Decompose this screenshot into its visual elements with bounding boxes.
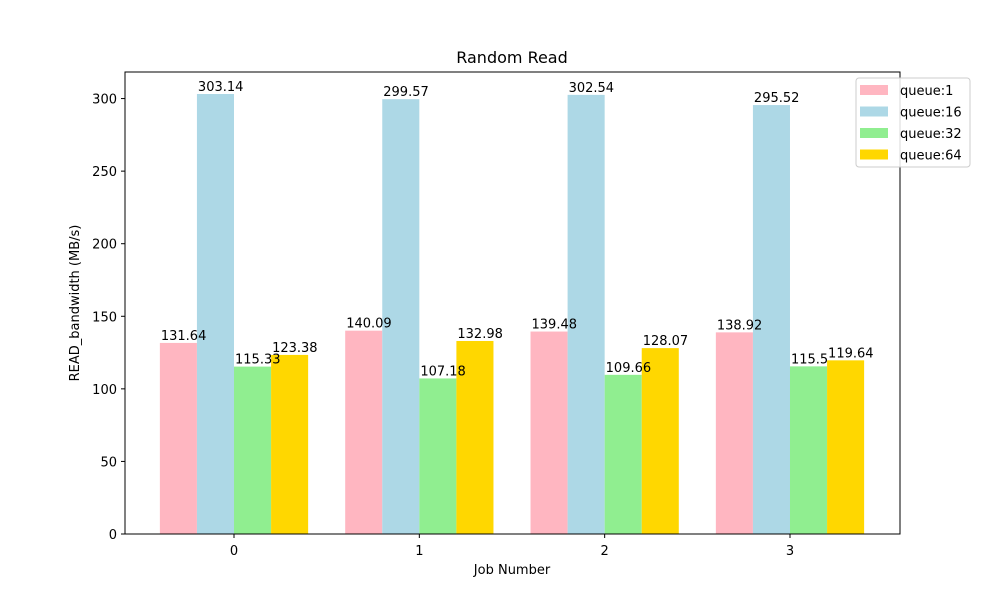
legend-box [855,77,971,168]
legend-swatch [860,85,888,95]
legend-label: queue:32 [900,127,962,142]
data-label: 302.54 [569,81,615,96]
plot-frame [124,71,901,535]
bar-queue-64-job-2 [641,348,679,534]
x-axis-label: Job Number [473,563,551,578]
bar-queue-1-job-0 [159,342,197,534]
legend-label: queue:1 [900,84,953,99]
bar-queue-32-job-0 [234,366,272,534]
data-label: 115.5 [791,352,828,367]
data-label: 109.66 [606,361,652,376]
bar-queue-1-job-3 [715,332,753,534]
y-tick-label: 50 [100,455,117,470]
data-label: 131.64 [161,329,207,344]
legend: queue:1 queue:16 queue:32 queue:64 [855,77,971,168]
data-label: 128.07 [643,334,689,349]
y-tick-label: 250 [92,165,117,180]
data-labels-group: 131.64 140.09 139.48 138.92 303.14 299.57 302.… [161,80,874,379]
legend-swatch [860,149,888,160]
y-tick-label: 100 [92,383,117,398]
data-label: 115.33 [235,353,281,368]
data-label: 132.98 [457,327,503,342]
data-label: 123.38 [272,341,318,356]
bar-queue-64-job-0 [271,354,309,534]
x-tick-label: 3 [786,544,794,559]
y-tick-label: 0 [109,528,117,543]
data-label: 303.14 [198,80,244,95]
data-label: 119.64 [828,346,874,361]
bar-queue-32-job-2 [604,374,642,534]
legend-swatch [860,128,888,138]
x-tick-label: 0 [230,544,238,559]
chart-title: Random Read [456,48,568,67]
bar-queue-16-job-2 [567,94,605,534]
data-label: 140.09 [346,317,392,332]
data-label: 295.52 [754,91,800,106]
data-label: 107.18 [420,364,466,379]
x-tick-label: 1 [415,544,423,559]
data-label: 299.57 [383,85,429,100]
y-tick-label: 150 [92,310,117,325]
bar-queue-64-job-3 [827,360,865,534]
bar-queue-1-job-1 [345,330,383,534]
data-label: 139.48 [532,318,578,333]
bar-queue-16-job-1 [382,99,420,535]
bar-queue-1-job-2 [530,331,568,534]
bar-queue-64-job-1 [456,340,494,534]
legend-label: queue:64 [900,149,962,164]
y-axis-label: READ_bandwidth (MB/s) [68,225,83,382]
y-tick-label: 300 [92,93,117,108]
legend-label: queue:16 [900,106,962,121]
y-tick-label: 200 [92,238,117,253]
bars-group [159,94,865,535]
x-axis: 0 1 2 3 [230,534,794,559]
bar-queue-32-job-3 [789,366,828,534]
data-label: 138.92 [717,318,763,333]
y-axis: 0 50 100 150 200 250 300 [92,93,125,543]
bar-queue-16-job-0 [196,94,234,534]
bar-queue-16-job-3 [752,105,790,535]
bar-queue-32-job-1 [419,378,457,534]
legend-swatch [860,106,888,117]
x-tick-label: 2 [601,544,609,559]
